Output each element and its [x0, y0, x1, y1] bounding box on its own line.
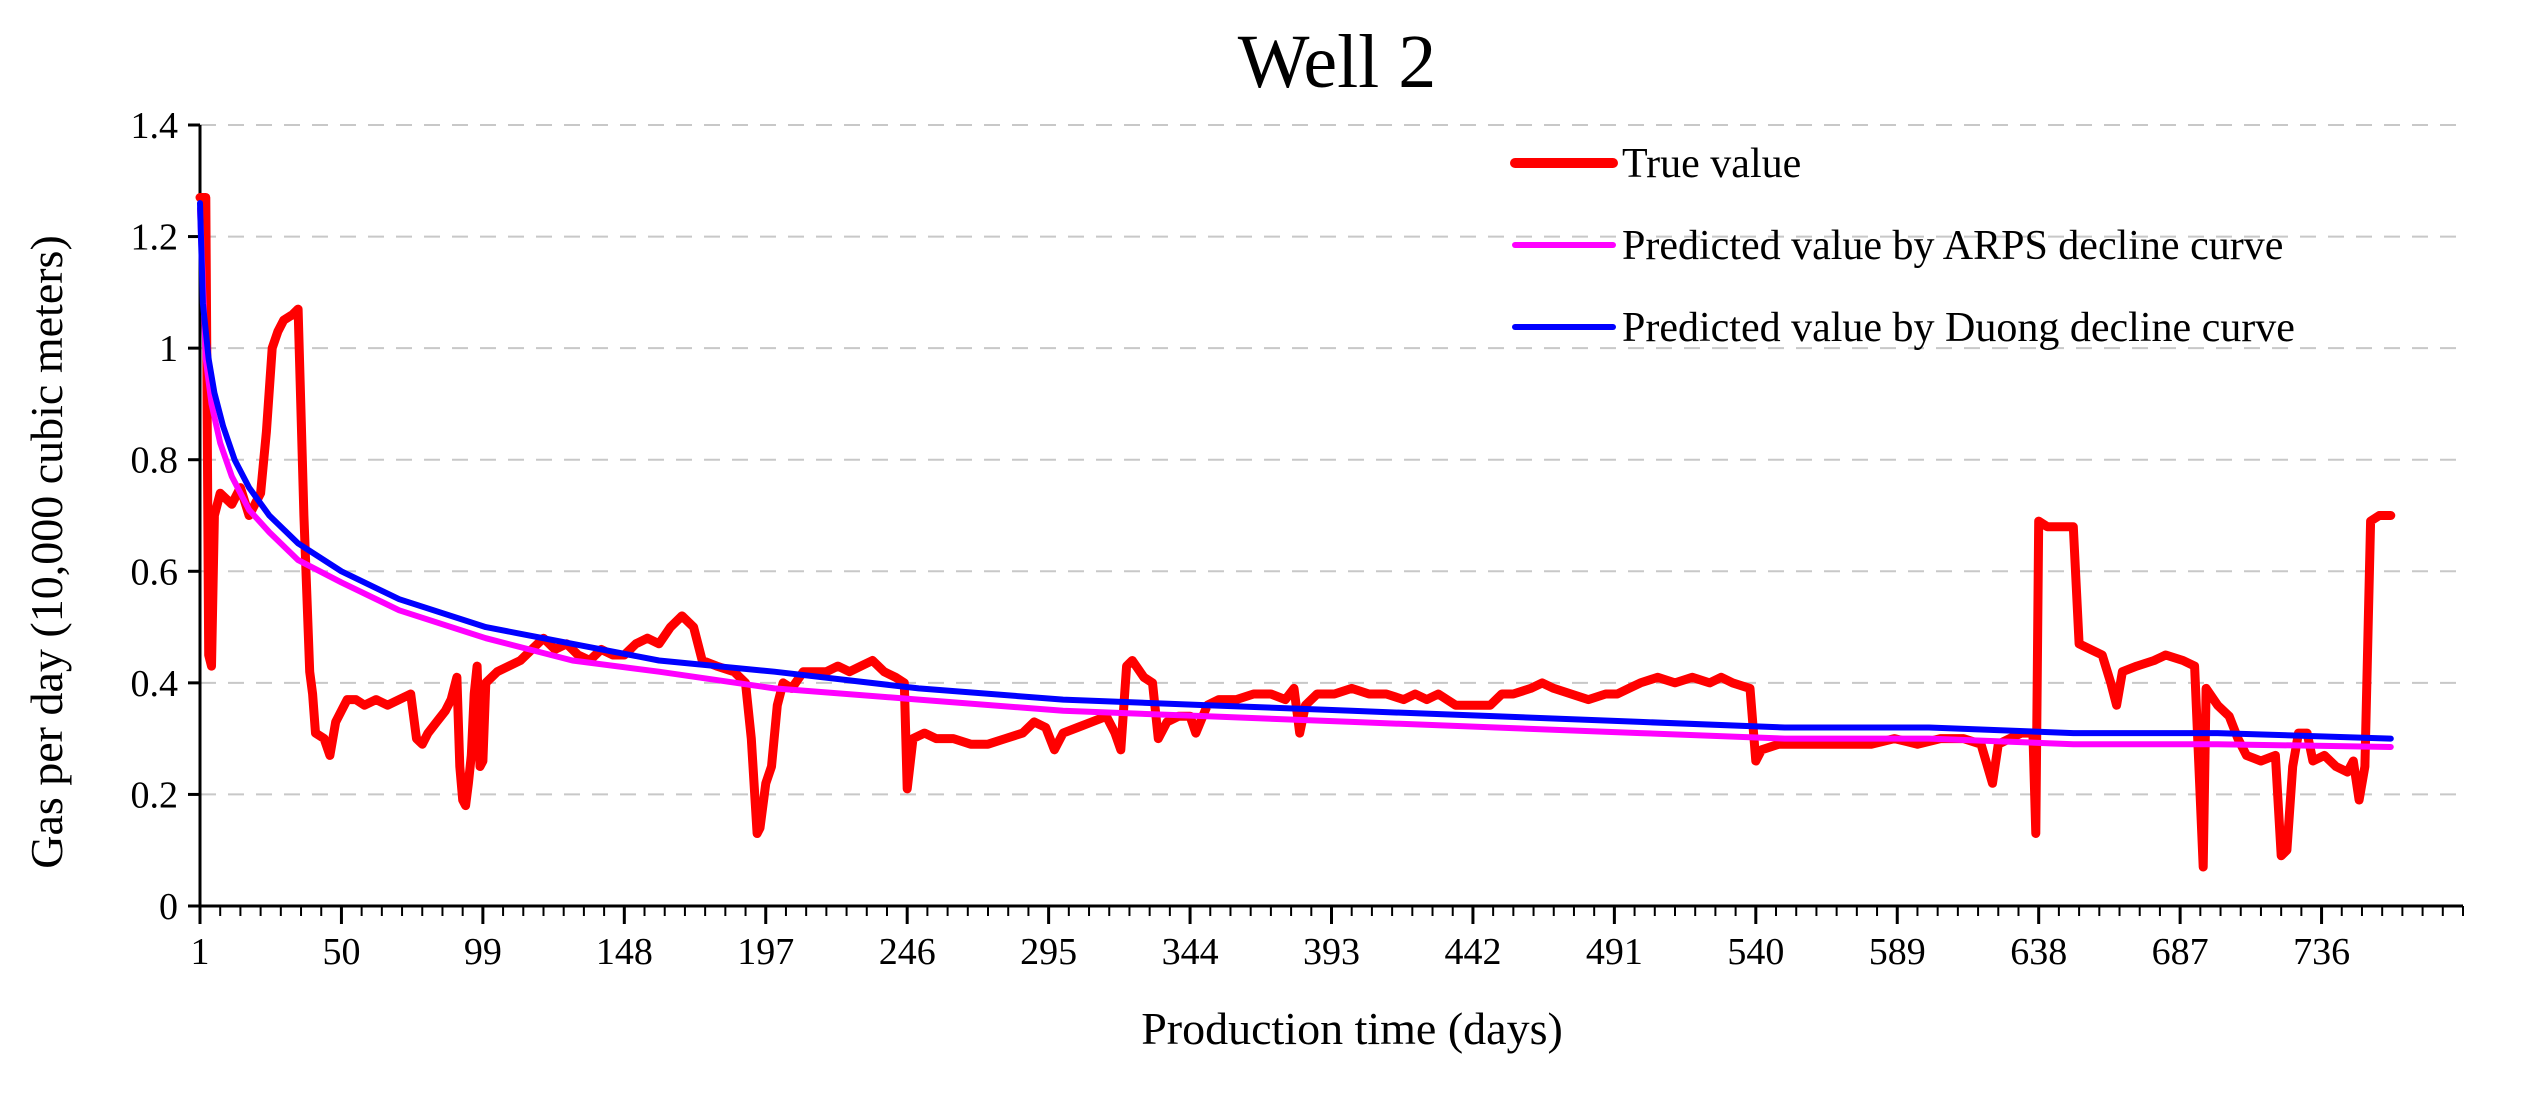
x-tick-label-6: 295: [1020, 931, 1077, 973]
legend-item-true-value: True value: [1510, 141, 1801, 187]
x-tick-label-4: 197: [737, 931, 794, 973]
x-tick-label-2: 99: [464, 931, 502, 973]
x-tick-label-10: 491: [1586, 931, 1643, 973]
x-tick-label-9: 442: [1444, 931, 1501, 973]
legend-label-duong: Predicted value by Duong decline curve: [1622, 305, 2295, 351]
x-tick-label-15: 736: [2293, 931, 2350, 973]
y-tick-label-2: 0.4: [131, 663, 179, 705]
y-tick-label-6: 1.2: [131, 217, 179, 259]
x-tick-label-0: 1: [191, 931, 210, 973]
y-tick-label-4: 0.8: [131, 440, 179, 482]
x-axis-label: Production time (days): [1141, 1003, 1563, 1054]
x-tick-label-8: 393: [1303, 931, 1360, 973]
series-layer: [195, 193, 2396, 872]
grid-layer: [200, 124, 2463, 796]
x-tick-label-14: 687: [2152, 931, 2209, 973]
y-tick-label-0: 0: [159, 886, 178, 928]
chart-title: Well 2: [1238, 20, 1437, 104]
series-arps-line: [197, 205, 2394, 750]
x-tick-label-3: 148: [596, 931, 653, 973]
legend-label-true-value: True value: [1622, 141, 1801, 187]
legend-label-arps: Predicted value by ARPS decline curve: [1622, 223, 2283, 269]
x-tick-label-12: 589: [1869, 931, 1926, 973]
x-tick-label-7: 344: [1162, 931, 1219, 973]
x-tick-label-11: 540: [1727, 931, 1784, 973]
x-tick-label-5: 246: [879, 931, 936, 973]
y-tick-label-5: 1: [159, 328, 178, 370]
series-true-value-line: [195, 193, 2396, 872]
series-duong-line: [197, 200, 2394, 742]
legend-item-arps: Predicted value by ARPS decline curve: [1512, 223, 2283, 269]
y-tick-label-3: 0.6: [131, 551, 179, 593]
y-tick-label-7: 1.4: [131, 105, 179, 147]
legend-item-duong: Predicted value by Duong decline curve: [1512, 305, 2295, 351]
legend: True value Predicted value by ARPS decli…: [1510, 141, 2295, 351]
x-tick-label-1: 50: [322, 931, 360, 973]
x-tick-label-13: 638: [2010, 931, 2067, 973]
y-axis-label: Gas per day (10,000 cubic meters): [21, 235, 72, 869]
axes-layer: 0 0.2 0.4 0.6 0.8 1 1.2 1.4 1 50 99 148 197 246 295 344…: [131, 105, 2464, 973]
y-tick-label-1: 0.2: [131, 774, 179, 816]
